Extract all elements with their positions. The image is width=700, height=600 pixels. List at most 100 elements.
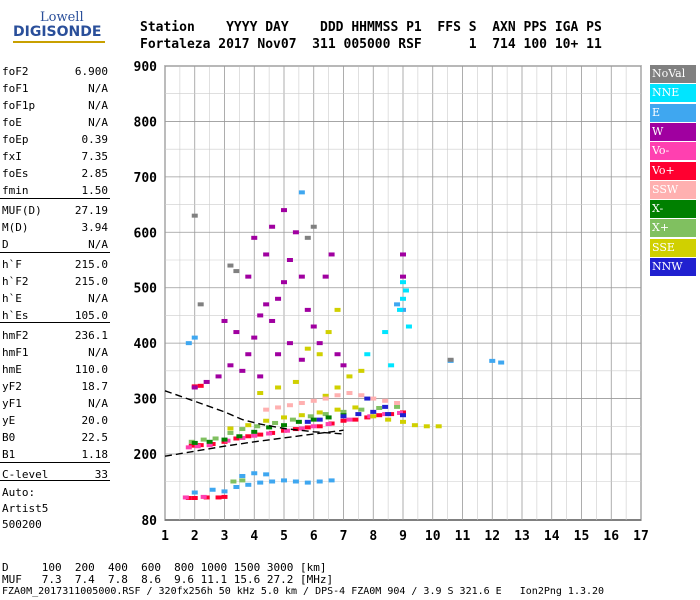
data-point-sse	[352, 405, 359, 410]
param-divider	[0, 252, 110, 253]
param-divider	[0, 462, 110, 463]
y-tick-label: 900	[134, 60, 158, 75]
data-point-vo-	[182, 495, 189, 500]
footer-muf-row: MUF 7.3 7.4 7.8 8.6 9.6 11.1 15.6 27.2 […	[2, 573, 334, 586]
legend-item-vo-: Vo+	[650, 161, 696, 180]
data-point-w	[239, 368, 246, 373]
param-row: h`F2 215.0	[2, 273, 108, 290]
data-point-vo-	[340, 418, 347, 423]
data-point-noval	[447, 357, 454, 362]
param-row: hmF2 236.1	[2, 327, 108, 344]
data-point-x-	[322, 412, 329, 417]
data-point-x-	[376, 405, 383, 410]
data-point-ssw	[334, 393, 341, 398]
data-point-e	[209, 487, 216, 492]
data-point-x-	[281, 423, 287, 428]
param-value: 215.0	[74, 258, 108, 271]
data-point-vo-	[283, 428, 290, 433]
param-value: 18.7	[81, 380, 109, 393]
param-row: hmE 110.0	[2, 361, 108, 378]
logo-underline	[13, 41, 105, 43]
legend-item-w: W	[650, 122, 696, 141]
data-point-sse	[263, 418, 270, 423]
logo-top-text: Lowell	[40, 10, 84, 25]
data-point-w	[221, 318, 228, 323]
legend-item-sse: SSE	[650, 238, 696, 257]
data-point-w	[275, 296, 282, 301]
data-point-vo-	[215, 495, 222, 500]
param-value: N/A	[88, 82, 108, 95]
data-point-vo-	[194, 444, 201, 449]
x-tick-label: 12	[484, 529, 500, 544]
param-label: foEp	[2, 133, 29, 146]
param-row: fmin 1.50	[2, 182, 108, 199]
data-point-nnw	[370, 409, 377, 414]
data-point-e	[221, 489, 228, 494]
data-point-sse	[227, 426, 234, 431]
data-point-w	[316, 341, 323, 346]
data-point-x-	[272, 420, 279, 425]
param-label: MUF(D)	[2, 204, 42, 217]
data-point-e	[394, 302, 401, 307]
data-point-w	[400, 274, 406, 279]
param-label: h`F2	[2, 275, 29, 288]
data-point-e	[292, 479, 299, 484]
data-point-vo-	[310, 424, 317, 429]
data-point-w	[227, 363, 234, 368]
x-tick-label: 4	[250, 529, 258, 544]
data-point-e	[281, 478, 287, 483]
param-value: 0.39	[81, 133, 109, 146]
data-point-w	[286, 258, 293, 262]
param-row: yF1 N/A	[2, 395, 108, 412]
data-point-ssw	[394, 401, 401, 406]
x-tick-label: 6	[310, 529, 318, 544]
param-value: N/A	[88, 346, 108, 359]
data-point-w	[257, 374, 264, 379]
auto-info-line: Auto:	[2, 486, 36, 499]
data-point-nnw	[385, 412, 392, 417]
param-value: 22.5	[81, 431, 109, 444]
data-point-noval	[304, 235, 311, 240]
legend-item-vo-: Vo-	[650, 142, 696, 161]
param-value: 20.0	[81, 414, 109, 427]
data-point-ssw	[370, 396, 377, 401]
y-tick-label: 500	[134, 282, 158, 297]
data-point-x-	[254, 424, 261, 429]
data-point-e	[257, 480, 264, 485]
data-point-ssw	[346, 391, 353, 396]
data-point-sse	[316, 352, 323, 357]
x-tick-label: 2	[191, 529, 199, 544]
footer-file-info: FZA0M_2017311005000.RSF / 320fx256h 50 k…	[2, 586, 605, 597]
profile-curve-upper	[164, 390, 344, 435]
param-row: B0 22.5	[2, 429, 108, 446]
data-point-w	[251, 335, 258, 340]
data-point-nnw	[382, 404, 389, 409]
data-point-vo-	[221, 494, 228, 499]
data-point-x-	[251, 429, 258, 434]
data-point-nne	[405, 324, 412, 329]
param-row: yF2 18.7	[2, 378, 108, 395]
data-point-w	[191, 385, 198, 390]
y-tick-label: 600	[134, 226, 158, 241]
data-point-x-	[212, 436, 219, 441]
data-point-e	[316, 479, 323, 484]
param-value: 6.900	[74, 65, 108, 78]
data-point-w	[281, 280, 287, 285]
data-point-nne	[364, 352, 371, 357]
data-point-noval	[191, 213, 198, 218]
param-label: hmF1	[2, 346, 29, 359]
data-point-nnw	[355, 412, 362, 417]
data-point-x-	[236, 434, 243, 439]
data-point-e	[191, 490, 198, 495]
param-row: h`Es 105.0	[2, 307, 108, 324]
data-point-sse	[298, 413, 305, 418]
param-label: hmF2	[2, 329, 29, 342]
param-row: yE 20.0	[2, 412, 108, 429]
data-point-e	[489, 358, 496, 363]
data-point-sse	[322, 393, 329, 398]
param-label: h`E	[2, 292, 22, 305]
data-point-nne	[388, 363, 395, 368]
data-point-w	[251, 235, 258, 240]
data-point-nnw	[316, 417, 323, 422]
